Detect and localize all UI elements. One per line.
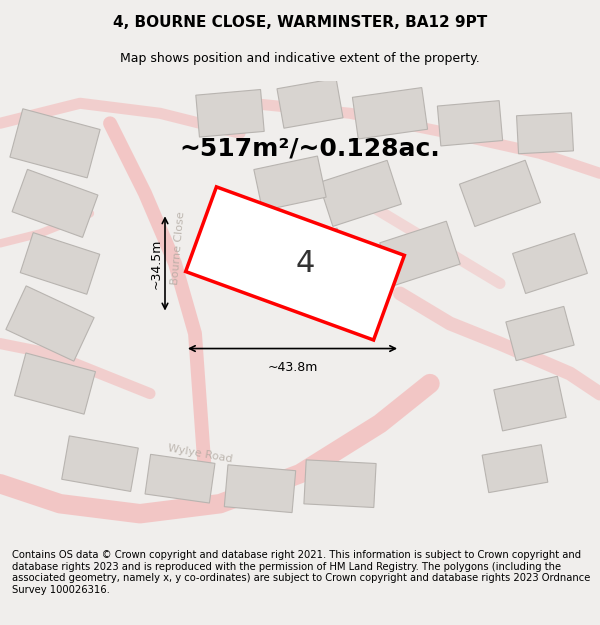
Polygon shape: [304, 460, 376, 508]
Polygon shape: [277, 78, 343, 128]
Polygon shape: [196, 89, 264, 137]
Text: ~34.5m: ~34.5m: [150, 238, 163, 289]
Polygon shape: [62, 436, 138, 491]
Polygon shape: [254, 156, 326, 211]
Polygon shape: [460, 160, 541, 226]
Polygon shape: [12, 169, 98, 238]
Polygon shape: [494, 376, 566, 431]
Polygon shape: [512, 233, 587, 294]
Polygon shape: [10, 109, 100, 178]
Polygon shape: [482, 445, 548, 493]
Polygon shape: [319, 161, 401, 226]
Polygon shape: [506, 306, 574, 361]
Text: Map shows position and indicative extent of the property.: Map shows position and indicative extent…: [120, 52, 480, 65]
Text: Wylye Road: Wylye Road: [167, 443, 233, 464]
Polygon shape: [517, 113, 574, 154]
Text: 4: 4: [295, 249, 314, 278]
Polygon shape: [185, 187, 404, 340]
Polygon shape: [380, 221, 460, 286]
Text: Contains OS data © Crown copyright and database right 2021. This information is : Contains OS data © Crown copyright and d…: [12, 550, 590, 595]
Polygon shape: [20, 232, 100, 294]
Polygon shape: [145, 454, 215, 503]
Polygon shape: [224, 465, 296, 512]
Text: ~43.8m: ~43.8m: [268, 361, 317, 374]
Polygon shape: [6, 286, 94, 361]
Polygon shape: [437, 101, 503, 146]
Text: Bourne Close: Bourne Close: [170, 211, 186, 286]
Text: 4, BOURNE CLOSE, WARMINSTER, BA12 9PT: 4, BOURNE CLOSE, WARMINSTER, BA12 9PT: [113, 15, 487, 30]
Text: ~517m²/~0.128ac.: ~517m²/~0.128ac.: [179, 136, 440, 161]
Polygon shape: [14, 353, 95, 414]
Polygon shape: [266, 228, 353, 299]
Polygon shape: [352, 88, 428, 139]
